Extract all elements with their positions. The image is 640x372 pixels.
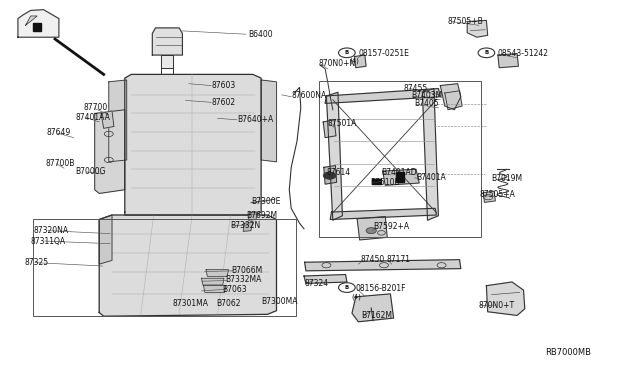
Text: B7405: B7405 xyxy=(415,99,439,108)
Polygon shape xyxy=(125,74,261,215)
Polygon shape xyxy=(498,54,518,68)
Text: 08543-51242: 08543-51242 xyxy=(498,49,549,58)
Polygon shape xyxy=(248,212,257,220)
Text: RB7000MB: RB7000MB xyxy=(545,348,591,357)
Polygon shape xyxy=(161,55,173,68)
Text: B7403M: B7403M xyxy=(412,92,443,100)
Polygon shape xyxy=(467,20,488,37)
Text: B7162M: B7162M xyxy=(362,311,392,320)
Polygon shape xyxy=(206,270,228,276)
Polygon shape xyxy=(261,80,276,162)
Text: 87600NA: 87600NA xyxy=(291,92,326,100)
Text: B7300MA: B7300MA xyxy=(261,297,298,306)
Text: B7066M: B7066M xyxy=(232,266,263,275)
Polygon shape xyxy=(325,89,440,103)
Polygon shape xyxy=(202,278,224,285)
Circle shape xyxy=(323,172,336,179)
Polygon shape xyxy=(326,92,342,220)
Text: 87501A: 87501A xyxy=(328,119,357,128)
Text: B7332MA: B7332MA xyxy=(225,275,262,284)
Polygon shape xyxy=(33,23,41,31)
Polygon shape xyxy=(396,172,404,182)
Text: B7062: B7062 xyxy=(216,299,241,308)
Text: 87171: 87171 xyxy=(387,255,411,264)
Polygon shape xyxy=(243,222,253,231)
Polygon shape xyxy=(486,282,525,315)
Text: B7401AD: B7401AD xyxy=(381,168,417,177)
Text: 87649: 87649 xyxy=(47,128,71,137)
Polygon shape xyxy=(357,217,387,240)
Text: 08157-0251E: 08157-0251E xyxy=(358,49,409,58)
Polygon shape xyxy=(352,294,394,322)
Polygon shape xyxy=(152,28,182,55)
Text: 870N0+T: 870N0+T xyxy=(479,301,515,310)
Text: 87320NA: 87320NA xyxy=(33,226,68,235)
Text: B7063: B7063 xyxy=(223,285,247,294)
Text: B6400: B6400 xyxy=(248,30,273,39)
Text: 87602: 87602 xyxy=(211,98,236,107)
Polygon shape xyxy=(101,111,114,128)
Polygon shape xyxy=(355,55,366,68)
Polygon shape xyxy=(95,110,125,193)
Text: B: B xyxy=(345,50,349,55)
Polygon shape xyxy=(18,10,59,37)
Text: B7000G: B7000G xyxy=(76,167,106,176)
Polygon shape xyxy=(445,91,462,110)
Text: B7592+A: B7592+A xyxy=(373,222,409,231)
Text: 87603: 87603 xyxy=(211,81,236,90)
Polygon shape xyxy=(99,215,112,264)
Text: 87324: 87324 xyxy=(305,279,329,288)
Polygon shape xyxy=(109,80,127,162)
Text: 87311QA: 87311QA xyxy=(31,237,66,246)
Text: B7510B: B7510B xyxy=(371,178,400,187)
Polygon shape xyxy=(440,84,461,110)
Text: 87700: 87700 xyxy=(83,103,108,112)
Text: 87401AA: 87401AA xyxy=(76,113,110,122)
Polygon shape xyxy=(26,16,37,25)
Polygon shape xyxy=(483,191,495,202)
Polygon shape xyxy=(324,166,337,184)
Polygon shape xyxy=(422,89,438,220)
Polygon shape xyxy=(204,286,226,292)
Text: 87455: 87455 xyxy=(403,84,428,93)
Text: (4): (4) xyxy=(351,294,362,300)
Text: B7300E: B7300E xyxy=(251,198,280,206)
Polygon shape xyxy=(383,169,419,185)
Text: B7401A: B7401A xyxy=(416,173,445,182)
Polygon shape xyxy=(323,120,336,138)
Text: B: B xyxy=(345,285,349,290)
Text: 87700B: 87700B xyxy=(45,159,75,168)
Polygon shape xyxy=(304,275,347,283)
Text: 87450: 87450 xyxy=(361,255,385,264)
Polygon shape xyxy=(305,260,461,271)
Text: 87325: 87325 xyxy=(24,258,49,267)
Circle shape xyxy=(366,228,376,234)
Text: (4): (4) xyxy=(349,57,359,64)
Text: B7332N: B7332N xyxy=(230,221,260,230)
Text: 87505+A: 87505+A xyxy=(480,190,516,199)
Polygon shape xyxy=(99,215,276,316)
Text: B7692M: B7692M xyxy=(246,211,277,219)
Text: B7640+A: B7640+A xyxy=(237,115,273,124)
Bar xyxy=(319,81,481,237)
Text: 870N0+N: 870N0+N xyxy=(319,60,356,68)
Text: 08156-B201F: 08156-B201F xyxy=(355,284,406,293)
Text: 87614: 87614 xyxy=(326,168,351,177)
Bar xyxy=(33,219,296,316)
Polygon shape xyxy=(372,179,381,184)
Text: 87301MA: 87301MA xyxy=(173,299,209,308)
Text: B: B xyxy=(484,50,488,55)
Text: 87505+B: 87505+B xyxy=(448,17,484,26)
Polygon shape xyxy=(330,208,436,219)
Text: B7019M: B7019M xyxy=(492,174,523,183)
